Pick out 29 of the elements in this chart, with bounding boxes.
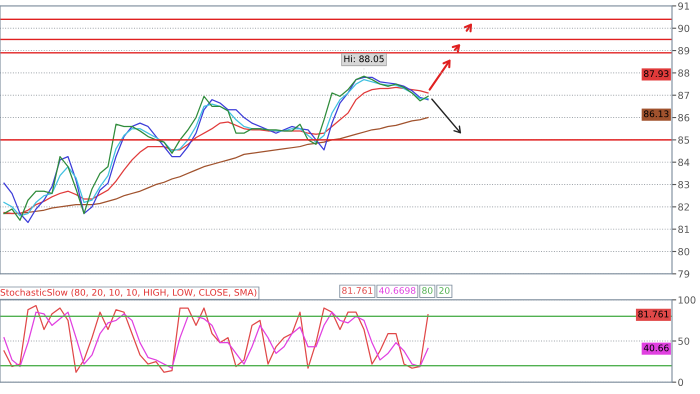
y-tick-label: 88 xyxy=(678,69,690,77)
y-tick-label: 50 xyxy=(678,337,690,345)
text: 80 xyxy=(422,287,432,294)
text: 20 xyxy=(439,287,450,294)
y-tick-label: 90 xyxy=(678,24,690,32)
y-tick-label: 82 xyxy=(678,203,689,211)
annotation: Hi: 88.05 xyxy=(344,55,384,62)
y-tick-label: 79 xyxy=(678,270,690,278)
line-series xyxy=(3,304,429,373)
y-tick-label: 84 xyxy=(678,158,690,166)
y-tick-label: 86 xyxy=(678,114,690,122)
annotation: 86.13 xyxy=(644,110,668,118)
y-tick-label: 87 xyxy=(678,92,690,100)
annotation: 87.93 xyxy=(644,70,668,78)
y-tick-label: 80 xyxy=(678,248,690,256)
annotation: 81.761 xyxy=(638,310,668,318)
chart-title: StochasticSlow (80, 20, 10, 10, HIGH, LOW, CLOSE, SMA) xyxy=(0,288,256,297)
annotation: 40.66 xyxy=(644,344,669,352)
y-tick-label: 0 xyxy=(678,378,684,386)
y-tick-label: 85 xyxy=(678,136,690,144)
text: 81.761 xyxy=(342,287,372,294)
line-series xyxy=(3,312,429,369)
line-series xyxy=(3,116,429,214)
y-tick-label: 100 xyxy=(678,296,696,304)
y-tick-label: 89 xyxy=(678,47,690,54)
y-tick-label: 91 xyxy=(678,2,690,10)
text: 40.6698 xyxy=(379,287,416,294)
y-tick-label: 81 xyxy=(678,226,690,234)
y-tick-label: 83 xyxy=(678,181,690,188)
